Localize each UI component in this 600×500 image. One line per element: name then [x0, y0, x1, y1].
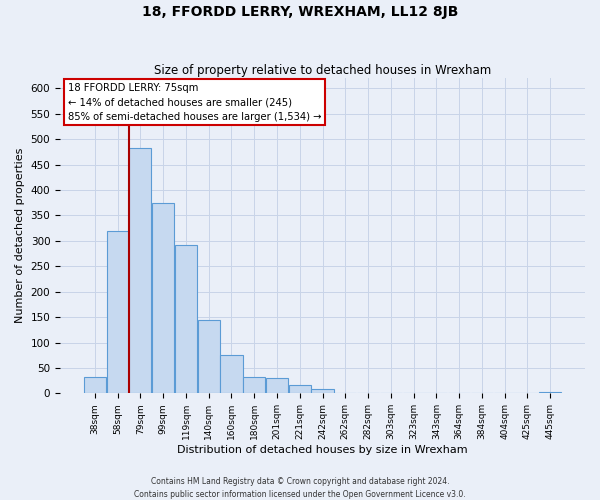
Bar	[84, 377, 106, 394]
Bar	[539, 392, 561, 394]
Text: 18 FFORDD LERRY: 75sqm
← 14% of detached houses are smaller (245)
85% of semi-de: 18 FFORDD LERRY: 75sqm ← 14% of detached…	[68, 83, 322, 122]
Bar	[289, 384, 311, 394]
Bar	[130, 148, 151, 394]
Bar	[197, 320, 220, 394]
Bar	[107, 230, 129, 394]
Bar	[357, 393, 379, 394]
Bar	[175, 245, 197, 394]
Bar	[152, 202, 174, 394]
Bar	[334, 393, 356, 394]
Bar	[403, 393, 425, 394]
Title: Size of property relative to detached houses in Wrexham: Size of property relative to detached ho…	[154, 64, 491, 77]
Bar	[266, 378, 288, 394]
X-axis label: Distribution of detached houses by size in Wrexham: Distribution of detached houses by size …	[177, 445, 468, 455]
Bar	[448, 393, 470, 394]
Y-axis label: Number of detached properties: Number of detached properties	[15, 148, 25, 324]
Text: 18, FFORDD LERRY, WREXHAM, LL12 8JB: 18, FFORDD LERRY, WREXHAM, LL12 8JB	[142, 5, 458, 19]
Text: Contains HM Land Registry data © Crown copyright and database right 2024.
Contai: Contains HM Land Registry data © Crown c…	[134, 478, 466, 499]
Bar	[220, 354, 242, 394]
Bar	[311, 390, 334, 394]
Bar	[243, 376, 265, 394]
